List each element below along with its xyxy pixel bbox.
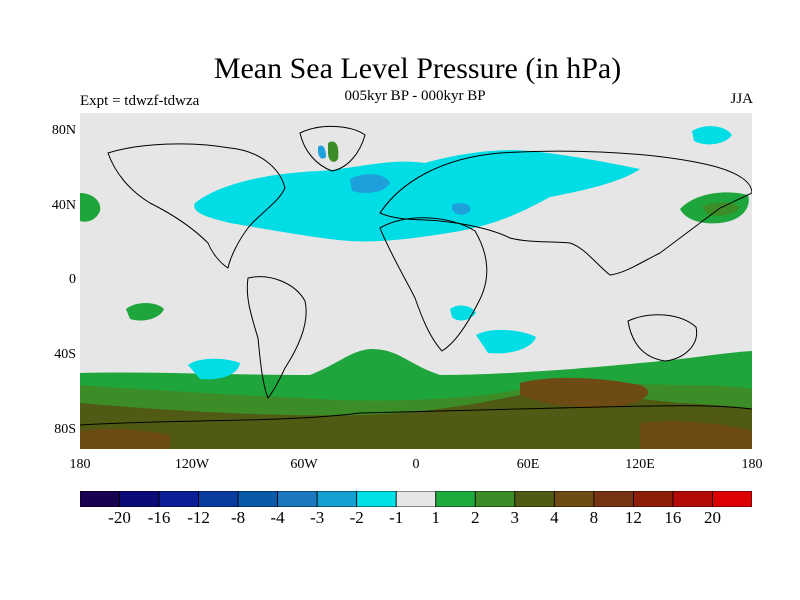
season-label: JJA: [730, 91, 753, 107]
chart-subtitle: 005kyr BP - 000kyr BP: [344, 88, 486, 104]
map-plot: [80, 113, 752, 449]
east-pacific-green: [126, 303, 164, 321]
colorbar: [80, 491, 752, 507]
colorbar-swatch: [316, 491, 358, 507]
colorbar-label: 20: [704, 508, 721, 527]
colorbar-swatch: [435, 491, 476, 507]
west-atlantic-green: [80, 193, 101, 222]
colorbar-swatch: [395, 491, 437, 507]
north-pacific-olive: [702, 202, 740, 216]
coast-eurasia: [379, 150, 752, 276]
antarctic-brown-patch-west: [80, 428, 170, 449]
antarctic-brown-patch: [640, 421, 752, 449]
x-tick-label: 60W: [290, 457, 318, 472]
colorbar-swatch: [119, 491, 160, 507]
experiment-label: Expt = tdwzf-tdwza: [80, 93, 200, 109]
x-tick-label: 60E: [516, 457, 540, 472]
colorbar-swatch: [158, 491, 199, 507]
south-pacific-cyan: [188, 358, 240, 380]
chart-title: Mean Sea Level Pressure (in hPa): [213, 52, 622, 85]
x-tick-label: 0: [412, 457, 420, 472]
coastlines: [80, 125, 752, 426]
coast-south-america: [246, 276, 307, 399]
x-tick-label: 180: [741, 457, 763, 472]
colorbar-label: 8: [589, 508, 599, 527]
x-tick-label: 120W: [174, 457, 210, 472]
colorbar-label: -8: [231, 508, 246, 527]
x-tick-label: 120E: [625, 457, 655, 472]
colorbar-swatch: [237, 491, 279, 507]
colorbar-label: 3: [510, 508, 520, 527]
colorbar-swatch: [514, 491, 555, 507]
south-atlantic-cyan: [450, 305, 476, 321]
colorbar-label: 12: [624, 508, 642, 527]
indian-ocean-cyan: [476, 329, 536, 354]
colorbar-swatch: [712, 491, 752, 507]
coast-australia: [627, 314, 698, 362]
colorbar-label: -4: [270, 508, 285, 527]
y-tick-label: 80N: [51, 123, 76, 138]
coast-antarctica: [80, 405, 752, 426]
colorbar-label: 16: [664, 508, 682, 527]
arctic-cyan-east: [692, 126, 732, 145]
colorbar-swatch: [474, 491, 516, 507]
coast-north-america: [107, 143, 286, 269]
colorbar-label: -12: [187, 508, 210, 527]
y-tick-label: 40S: [54, 347, 76, 362]
southern-brown-patch: [520, 377, 649, 408]
colorbar-label: -1: [389, 508, 404, 527]
colorbar-swatch: [356, 491, 397, 507]
y-tick-label: 0: [69, 272, 76, 287]
atlantic-eurasia-cyan: [194, 150, 641, 242]
y-tick-label: 40N: [51, 198, 76, 213]
coast-greenland: [299, 125, 366, 172]
colorbar-swatch: [553, 491, 595, 507]
north-atlantic-blue: [350, 174, 390, 193]
greenland-blue: [318, 145, 326, 159]
colorbar-swatch: [277, 491, 318, 507]
colorbar-label: -2: [349, 508, 364, 527]
colorbar-swatch: [672, 491, 713, 507]
colorbar-label: -20: [108, 508, 131, 527]
y-tick-label: 80S: [54, 422, 76, 437]
colorbar-swatch: [198, 491, 239, 507]
colorbar-label: 2: [471, 508, 480, 527]
europe-blue: [452, 203, 471, 215]
x-tick-label: 180: [69, 457, 91, 472]
colorbar-label: -16: [147, 508, 171, 527]
colorbar-swatch: [633, 491, 674, 507]
colorbar-label: 4: [550, 508, 559, 527]
colorbar-label: 1: [431, 508, 441, 527]
colorbar-label: -3: [310, 508, 325, 527]
coast-africa: [379, 217, 488, 352]
colorbar-swatch: [80, 491, 120, 507]
greenland-anomaly: [328, 141, 339, 162]
colorbar-swatch: [593, 491, 634, 507]
